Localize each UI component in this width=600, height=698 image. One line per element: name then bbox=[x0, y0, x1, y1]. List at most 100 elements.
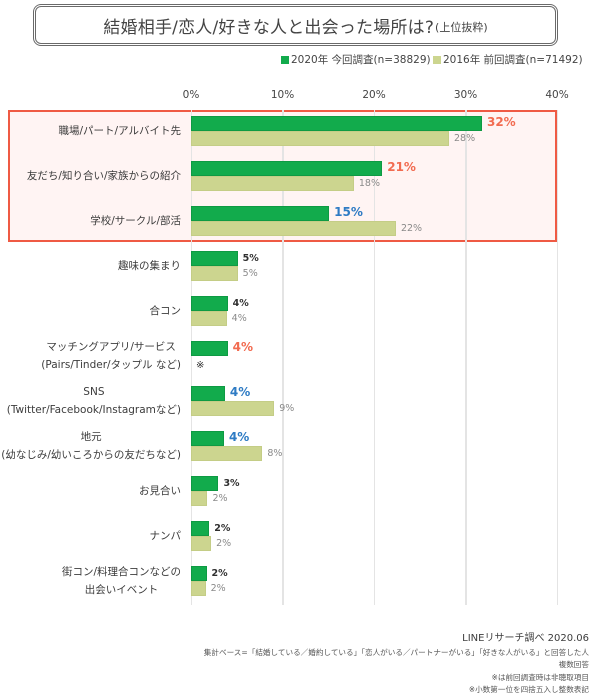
bar-row-nanpa: ナンパ 2% 2% bbox=[0, 521, 600, 551]
value-label-2016: 9% bbox=[279, 403, 295, 414]
legend-label-2016: 2016年 前回調査(n=71492) bbox=[443, 54, 583, 66]
category-line-1: マッチングアプリ/サービス bbox=[46, 341, 176, 353]
category-text: 趣味の集まり bbox=[118, 260, 181, 272]
value-label-2020: 4% bbox=[232, 340, 253, 354]
bar-row-machikon-event: 街コン/料理合コンなどの 出会いイベント 2% 2% bbox=[0, 566, 600, 596]
value-label-2020: 2% bbox=[211, 568, 228, 579]
bar-row-hometown: 地元 (幼なじみ/幼いころからの友だちなど) 4% 8% bbox=[0, 428, 600, 464]
category-label: SNS (Twitter/Facebook/Instagramなど) bbox=[0, 383, 181, 419]
bar-2016 bbox=[191, 581, 206, 596]
gridline-30 bbox=[465, 110, 467, 605]
value-label-2016: 22% bbox=[400, 223, 423, 234]
bar-2020 bbox=[191, 476, 219, 491]
value-label-2020: 21% bbox=[387, 160, 416, 174]
gridline-10 bbox=[282, 110, 284, 605]
bar-row-school: 学校/サークル/部活 15% 22% bbox=[0, 205, 600, 236]
value-label-2016: 5% bbox=[242, 268, 258, 279]
bar-row-introduction: 友だち/知り合い/家族からの紹介 21% 18% bbox=[0, 160, 600, 191]
legend-swatch-2016 bbox=[433, 56, 441, 64]
category-label: 街コン/料理合コンなどの 出会いイベント bbox=[0, 563, 181, 599]
value-label-2020: 4% bbox=[229, 385, 251, 399]
chart-title-box: 結婚相手/恋人/好きな人と出会った場所は? (上位抜粋) bbox=[33, 4, 558, 46]
bar-row-workplace: 職場/パート/アルバイト先 32% 28% bbox=[0, 115, 600, 146]
rounding-note: ※小数第一位を四捨五入し整数表記 bbox=[468, 685, 589, 694]
bar-2020 bbox=[191, 431, 224, 446]
category-line-1: 地元 bbox=[80, 431, 102, 443]
value-label-2020: 4% bbox=[232, 298, 249, 309]
bar-2016 bbox=[191, 131, 450, 146]
bar-2016 bbox=[191, 221, 396, 236]
value-label-2016: 18% bbox=[358, 178, 380, 189]
category-label: 趣味の集まり bbox=[0, 251, 181, 281]
value-label-2020: 32% bbox=[486, 115, 516, 129]
category-text: SNS (Twitter/Facebook/Instagramなど) bbox=[7, 383, 181, 419]
bar-2020 bbox=[191, 251, 238, 266]
bar-row-omiai: お見合い 3% 2% bbox=[0, 476, 600, 506]
value-label-2016: 2% bbox=[212, 493, 228, 504]
value-label-2016: 2% bbox=[216, 538, 232, 549]
bar-2016 bbox=[191, 266, 238, 281]
category-line-1: 街コン/料理合コンなどの bbox=[61, 566, 181, 578]
bar-row-sns: SNS (Twitter/Facebook/Instagramなど) 4% 9% bbox=[0, 383, 600, 419]
bar-2020 bbox=[191, 386, 225, 401]
chart-title: 結婚相手/恋人/好きな人と出会った場所は? bbox=[103, 17, 435, 38]
category-text: 学校/サークル/部活 bbox=[90, 215, 181, 227]
category-text: 街コン/料理合コンなどの 出会いイベント bbox=[62, 563, 181, 599]
bar-2016 bbox=[191, 491, 208, 506]
category-text: 職場/パート/アルバイト先 bbox=[58, 125, 181, 137]
category-line-2: (Pairs/Tinder/タップル など) bbox=[41, 359, 181, 371]
gridline-20 bbox=[373, 110, 375, 605]
bar-row-hobby: 趣味の集まり 5% 5% bbox=[0, 251, 600, 281]
bar-2020 bbox=[191, 341, 228, 356]
category-line-1: SNS bbox=[83, 386, 105, 398]
chart-subtitle: (上位抜粋) bbox=[435, 21, 488, 34]
category-text: お見合い bbox=[139, 485, 181, 497]
value-label-2020: 5% bbox=[242, 253, 259, 264]
gridline-0 bbox=[190, 110, 192, 605]
legend-label-2020: 2020年 今回調査(n=38829) bbox=[291, 54, 431, 66]
category-label: マッチングアプリ/サービス (Pairs/Tinder/タップル など) bbox=[0, 338, 181, 374]
bar-2020 bbox=[191, 296, 228, 311]
survey-base-note: 集計ベース=「結婚している／婚約している」「恋人がいる／パートナーがいる」「好き… bbox=[203, 648, 589, 657]
gridline-40 bbox=[556, 110, 558, 605]
bar-2020 bbox=[191, 161, 383, 176]
value-label-2016: 8% bbox=[267, 448, 283, 459]
category-label: 合コン bbox=[0, 296, 182, 326]
bar-2016 bbox=[191, 536, 212, 551]
value-label-2020: 3% bbox=[223, 478, 240, 489]
category-label: 学校/サークル/部活 bbox=[0, 206, 181, 236]
not-surveyed-note-mark: ※ bbox=[196, 360, 205, 371]
bar-2016 bbox=[191, 401, 275, 416]
category-text: マッチングアプリ/サービス (Pairs/Tinder/タップル など) bbox=[41, 338, 181, 374]
category-text: ナンパ bbox=[149, 530, 182, 542]
category-line-2: (幼なじみ/幼いころからの友だちなど) bbox=[1, 449, 181, 461]
category-text: 友だち/知り合い/家族からの紹介 bbox=[26, 170, 181, 182]
x-tick-30: 30% bbox=[453, 89, 478, 101]
not-surveyed-note: ※は前回調査時は非聴取項目 bbox=[491, 673, 590, 682]
bar-row-goukon: 合コン 4% 4% bbox=[0, 296, 600, 326]
category-line-2: (Twitter/Facebook/Instagramなど) bbox=[6, 404, 181, 416]
category-text: 合コン bbox=[149, 305, 182, 317]
x-tick-0: 0% bbox=[182, 89, 200, 101]
bar-2020 bbox=[191, 521, 210, 536]
bar-2020 bbox=[191, 566, 207, 581]
value-label-2016: 28% bbox=[454, 133, 476, 144]
value-label-2020: 15% bbox=[334, 205, 363, 219]
category-label: 友だち/知り合い/家族からの紹介 bbox=[0, 161, 181, 191]
category-label: お見合い bbox=[0, 476, 181, 506]
x-tick-10: 10% bbox=[270, 89, 295, 101]
legend-swatch-2020 bbox=[281, 56, 289, 64]
value-label-2020: 4% bbox=[228, 430, 250, 444]
category-line-2: 出会いイベント bbox=[84, 584, 159, 596]
category-label: 地元 (幼なじみ/幼いころからの友だちなど) bbox=[0, 428, 181, 464]
bar-2016 bbox=[191, 176, 354, 191]
category-label: ナンパ bbox=[0, 521, 182, 551]
category-label: 職場/パート/アルバイト先 bbox=[0, 116, 181, 146]
bar-2016 bbox=[191, 311, 227, 326]
multiple-answer-note: 複数回答 bbox=[558, 660, 589, 669]
bar-2020 bbox=[191, 206, 330, 221]
value-label-2016: 2% bbox=[210, 583, 226, 594]
bar-2016 bbox=[191, 446, 263, 461]
value-label-2016: 4% bbox=[231, 313, 247, 324]
x-tick-20: 20% bbox=[362, 89, 386, 101]
